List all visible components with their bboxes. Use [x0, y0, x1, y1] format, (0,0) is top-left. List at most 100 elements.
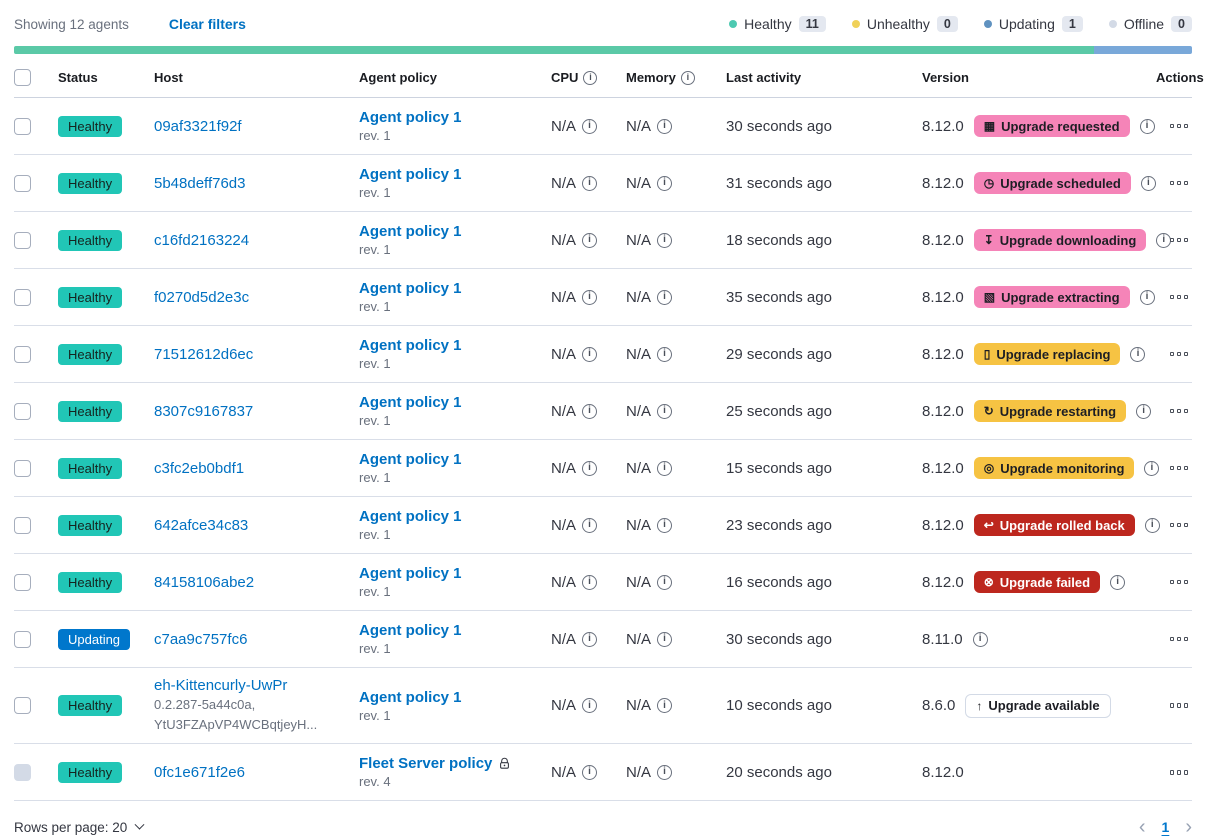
- agent-policy-link[interactable]: Agent policy 1: [359, 280, 462, 297]
- memory-value-info-icon[interactable]: i: [657, 631, 673, 647]
- upgrade-info-icon[interactable]: i: [1144, 460, 1160, 476]
- select-all-checkbox[interactable]: [14, 69, 31, 86]
- host-link[interactable]: 84158106abe2: [154, 573, 255, 591]
- memory-value-info-icon[interactable]: i: [657, 118, 673, 134]
- host-link[interactable]: 71512612d6ec: [154, 345, 254, 363]
- memory-value-info-icon[interactable]: i: [657, 289, 673, 305]
- upgrade-info-icon[interactable]: i: [1139, 289, 1155, 305]
- cpu-value-info-icon[interactable]: i: [582, 698, 598, 714]
- host-link[interactable]: c16fd2163224: [154, 231, 250, 249]
- row-actions-button[interactable]: [1166, 232, 1193, 249]
- upgrade-info-icon[interactable]: i: [972, 631, 988, 647]
- row-actions-button[interactable]: [1166, 403, 1193, 420]
- cpu-value-info-icon[interactable]: i: [582, 118, 598, 134]
- agent-policy-link[interactable]: Agent policy 1: [359, 622, 462, 639]
- last-activity: 20 seconds ago: [726, 763, 832, 781]
- host-link[interactable]: 09af3321f92f: [154, 117, 242, 135]
- row-actions-button[interactable]: [1166, 764, 1193, 781]
- memory-value-info-icon[interactable]: i: [657, 574, 673, 590]
- clear-filters-link[interactable]: Clear filters: [168, 16, 246, 32]
- upgrade-info-icon[interactable]: i: [1139, 118, 1155, 134]
- row-actions-button[interactable]: [1166, 346, 1193, 363]
- cpu-value-info-icon[interactable]: i: [582, 175, 598, 191]
- last-activity: 16 seconds ago: [726, 573, 832, 591]
- host-link[interactable]: 5b48deff76d3: [154, 174, 246, 192]
- row-actions-button[interactable]: [1166, 631, 1193, 648]
- row-checkbox[interactable]: [14, 516, 31, 534]
- row-checkbox[interactable]: [14, 573, 31, 591]
- agent-version: 8.6.0: [922, 697, 956, 715]
- cpu-value-info-icon[interactable]: i: [582, 574, 598, 590]
- agent-policy-link[interactable]: Agent policy 1: [359, 508, 462, 525]
- row-checkbox[interactable]: [14, 459, 31, 477]
- table-row: Healthy 5b48deff76d3 Agent policy 1 rev.…: [14, 155, 1192, 212]
- memory-value-info-icon[interactable]: i: [657, 346, 673, 362]
- page-number[interactable]: 1: [1161, 819, 1170, 836]
- host-link[interactable]: 8307c9167837: [154, 402, 254, 420]
- agent-policy-link[interactable]: Agent policy 1: [359, 223, 462, 240]
- row-actions-button[interactable]: [1166, 574, 1193, 591]
- host-link[interactable]: c3fc2eb0bdf1: [154, 459, 245, 477]
- memory-value-info-icon[interactable]: i: [657, 403, 673, 419]
- host-link[interactable]: eh-Kittencurly-UwPr: [154, 677, 288, 694]
- memory-value-info-icon[interactable]: i: [657, 764, 673, 780]
- agent-policy-link[interactable]: Agent policy 1: [359, 688, 462, 706]
- row-actions-button[interactable]: [1166, 175, 1193, 192]
- upgrade-info-icon[interactable]: i: [1144, 517, 1160, 533]
- cpu-value: N/A: [551, 697, 577, 715]
- upgrade-info-icon[interactable]: i: [1156, 232, 1172, 248]
- upgrade-info-icon[interactable]: i: [1140, 175, 1156, 191]
- upgrade-info-icon[interactable]: i: [1110, 574, 1126, 590]
- memory-value: N/A: [626, 763, 652, 781]
- memory-value-info-icon[interactable]: i: [657, 232, 673, 248]
- row-checkbox[interactable]: [14, 345, 31, 363]
- upgrade-status-badge: ◎ Upgrade monitoring: [973, 457, 1135, 479]
- host-link[interactable]: c7aa9c757fc6: [154, 630, 248, 648]
- memory-value-info-icon[interactable]: i: [657, 517, 673, 533]
- cpu-value-info-icon[interactable]: i: [582, 232, 598, 248]
- row-actions-button[interactable]: [1166, 697, 1193, 714]
- agent-policy-link[interactable]: Agent policy 1: [359, 451, 462, 468]
- row-actions-button[interactable]: [1166, 517, 1193, 534]
- prev-page-button[interactable]: ‹: [1138, 816, 1146, 838]
- upgrade-info-icon[interactable]: i: [1136, 403, 1152, 419]
- policy-revision: rev. 1: [359, 356, 391, 371]
- host-link[interactable]: 0fc1e671f2e6: [154, 763, 245, 781]
- row-checkbox[interactable]: [14, 697, 31, 715]
- cpu-value-info-icon[interactable]: i: [582, 517, 598, 533]
- host-link[interactable]: 642afce34c83: [154, 516, 249, 534]
- agent-version: 8.12.0: [922, 573, 964, 591]
- next-page-button[interactable]: ›: [1185, 816, 1192, 838]
- row-checkbox[interactable]: [14, 117, 31, 135]
- row-checkbox[interactable]: [14, 231, 31, 249]
- row-checkbox[interactable]: [14, 630, 31, 648]
- memory-value-info-icon[interactable]: i: [657, 698, 673, 714]
- memory-value-info-icon[interactable]: i: [657, 460, 673, 476]
- row-actions-button[interactable]: [1166, 460, 1193, 477]
- rows-per-page-select[interactable]: Rows per page: 20: [14, 819, 145, 835]
- cpu-value-info-icon[interactable]: i: [582, 289, 598, 305]
- row-actions-button[interactable]: [1166, 289, 1193, 306]
- upgrade-info-icon[interactable]: i: [1130, 346, 1146, 362]
- row-checkbox[interactable]: [14, 174, 31, 192]
- agent-policy-link[interactable]: Fleet Server policy: [359, 755, 511, 772]
- row-actions-button[interactable]: [1166, 118, 1193, 135]
- agent-policy-link[interactable]: Agent policy 1: [359, 394, 462, 411]
- last-activity: 10 seconds ago: [726, 697, 832, 715]
- agent-policy-link[interactable]: Agent policy 1: [359, 337, 462, 354]
- row-checkbox[interactable]: [14, 288, 31, 306]
- row-checkbox[interactable]: [14, 402, 31, 420]
- cpu-value-info-icon[interactable]: i: [582, 764, 598, 780]
- agent-policy-link[interactable]: Agent policy 1: [359, 166, 462, 183]
- host-link[interactable]: f0270d5d2e3c: [154, 288, 250, 306]
- cpu-value-info-icon[interactable]: i: [582, 631, 598, 647]
- agent-policy-link[interactable]: Agent policy 1: [359, 109, 462, 126]
- agent-policy-link[interactable]: Agent policy 1: [359, 565, 462, 582]
- cpu-value-info-icon[interactable]: i: [582, 346, 598, 362]
- memory-info-icon[interactable]: i: [680, 70, 695, 85]
- memory-value-info-icon[interactable]: i: [657, 175, 673, 191]
- cpu-value-info-icon[interactable]: i: [582, 460, 598, 476]
- cpu-info-icon[interactable]: i: [583, 70, 598, 85]
- agents-table-body: Healthy 09af3321f92f Agent policy 1 rev.…: [14, 98, 1193, 802]
- cpu-value-info-icon[interactable]: i: [582, 403, 598, 419]
